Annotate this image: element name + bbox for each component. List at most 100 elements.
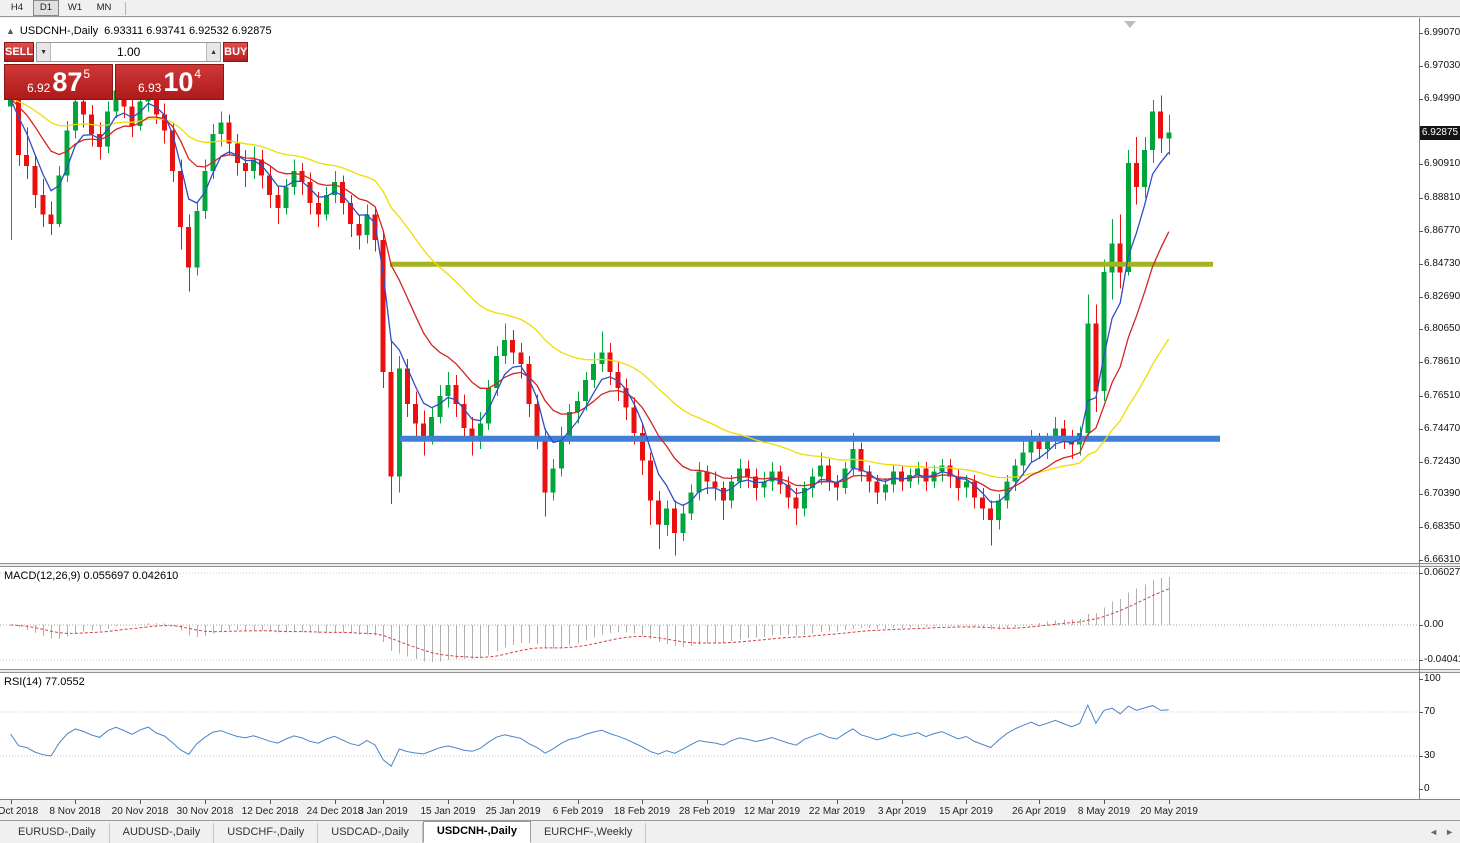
time-axis-tick [383, 800, 384, 804]
price-axis-tick [1419, 396, 1423, 397]
volume-decrease-icon[interactable]: ▼ [37, 43, 52, 61]
timeframe-button-MN[interactable]: MN [96, 2, 112, 13]
volume-input[interactable] [51, 43, 207, 61]
sell-price-big: 87 [52, 67, 83, 97]
price-axis-label: 6.88810 [1424, 192, 1460, 203]
time-axis-label: 8 Nov 2018 [49, 806, 101, 817]
price-axis-label: 6.74470 [1424, 423, 1460, 434]
price-axis-label: 6.84730 [1424, 258, 1460, 269]
price-axis-tick [1419, 297, 1423, 298]
price-axis-tick [1419, 33, 1423, 34]
rsi-axis-tick [1419, 712, 1423, 713]
price-axis-label: 6.66310 [1424, 554, 1460, 563]
buy-price-button[interactable]: 6.93 10 4 [115, 64, 224, 100]
price-axis-label: 6.72430 [1424, 456, 1460, 467]
time-axis-label: 15 Apr 2019 [939, 806, 993, 817]
candlestick-series [8, 76, 1172, 556]
time-axis-tick [11, 800, 12, 804]
tab-scroll-right-icon[interactable]: ► [1445, 827, 1454, 837]
pane-splitter[interactable] [0, 669, 1460, 673]
time-axis-tick [707, 800, 708, 804]
time-axis-label: 20 Nov 2018 [111, 806, 169, 817]
chart-tab-USDCAD[interactable]: USDCAD-,Daily [318, 823, 423, 843]
time-axis-label: 29 Oct 2018 [0, 806, 39, 817]
price-axis-tick [1419, 494, 1423, 495]
time-axis-tick [513, 800, 514, 804]
rsi-line [10, 703, 1169, 767]
chart-tab-AUDUSD[interactable]: AUDUSD-,Daily [110, 823, 215, 843]
time-axis-tick [772, 800, 773, 804]
one-click-collapse-icon[interactable]: ▲ [6, 26, 15, 36]
rsi-axis-label: 100 [1424, 673, 1441, 684]
time-axis-tick [642, 800, 643, 804]
chart-tab-EURCHF[interactable]: EURCHF-,Weekly [531, 823, 647, 843]
price-axis-label: 6.86770 [1424, 225, 1460, 236]
price-axis-tick [1419, 264, 1423, 265]
price-axis-tick [1419, 429, 1423, 430]
chart-title-symbol: USDCNH-,Daily [19, 25, 99, 37]
time-axis-label: 22 Mar 2019 [808, 806, 866, 817]
time-axis-tick [837, 800, 838, 804]
chart-tab-USDCNH[interactable]: USDCNH-,Daily [422, 821, 531, 843]
price-axis-tick [1419, 231, 1423, 232]
macd-histogram [19, 577, 1170, 663]
time-axis-label: 18 Feb 2019 [613, 806, 671, 817]
volume-increase-icon[interactable]: ▲ [206, 43, 221, 61]
sell-price-prefix: 6.92 [26, 81, 51, 95]
time-axis-tick [140, 800, 141, 804]
chart-shift-marker [1124, 21, 1136, 28]
chart-tab-bar: EURUSD-,Daily AUDUSD-,Daily USDCHF-,Daily U… [0, 820, 1460, 843]
price-axis-label: 6.76510 [1424, 390, 1460, 401]
main-price-pane[interactable]: ▲ USDCNH-,Daily 6.93311 6.93741 6.92532 6.… [0, 18, 1460, 563]
time-axis-label: 30 Nov 2018 [176, 806, 234, 817]
time-axis-label: 8 May 2019 [1077, 806, 1131, 817]
time-axis-label: 12 Mar 2019 [743, 806, 801, 817]
chart-title: ▲ USDCNH-,Daily 6.93311 6.93741 6.92532 6.… [6, 25, 272, 37]
time-axis-tick [966, 800, 967, 804]
rsi-axis-tick [1419, 756, 1423, 757]
price-axis-tick [1419, 329, 1423, 330]
rsi-axis-label: 0 [1424, 783, 1430, 794]
tab-scroll-left-icon[interactable]: ◄ [1429, 827, 1439, 837]
macd-signal-line [10, 588, 1169, 658]
price-axis-tick [1419, 462, 1423, 463]
price-axis-tick [1419, 527, 1423, 528]
time-axis-label: 3 Jan 2019 [358, 806, 408, 817]
buy-price-sup: 4 [194, 67, 202, 81]
pane-splitter[interactable] [0, 563, 1460, 567]
timeframe-button-D1[interactable]: D1 [33, 0, 59, 16]
time-axis-tick [205, 800, 206, 804]
macd-label: MACD(12,26,9) 0.055697 0.042610 [4, 570, 179, 582]
buy-price-big: 10 [163, 67, 194, 97]
toolbar-separator [125, 1, 126, 15]
chart-area[interactable]: ▲ USDCNH-,Daily 6.93311 6.93741 6.92532 6.… [0, 18, 1460, 820]
macd-pane[interactable]: MACD(12,26,9) 0.055697 0.042610 0.060274… [0, 567, 1460, 669]
time-axis-label: 12 Dec 2018 [241, 806, 299, 817]
volume-stepper: ▼ ▲ [36, 42, 222, 62]
timeframe-button-W1[interactable]: W1 [67, 2, 83, 13]
time-axis-tick [270, 800, 271, 804]
price-axis-label: 6.94990 [1424, 93, 1460, 104]
macd-axis-label: 0.00 [1424, 619, 1444, 630]
sell-button[interactable]: SELL [4, 42, 35, 62]
price-axis-label: 6.99070 [1424, 27, 1460, 38]
time-axis-tick [1039, 800, 1040, 804]
sell-price-sup: 5 [83, 67, 91, 81]
sell-price-button[interactable]: 6.92 87 5 [4, 64, 113, 100]
timeframe-button-H4[interactable]: H4 [10, 2, 24, 13]
ma-5-line [9, 98, 1170, 507]
price-axis-tick [1419, 164, 1423, 165]
buy-button[interactable]: BUY [223, 42, 249, 62]
time-axis-label: 25 Jan 2019 [485, 806, 541, 817]
macd-axis-label: -0.040412 [1424, 654, 1460, 665]
rsi-pane[interactable]: RSI(14) 77.0552 100 70 30 0 [0, 673, 1460, 799]
time-axis[interactable]: 29 Oct 2018 8 Nov 2018 20 Nov 2018 30 Nov 2… [0, 799, 1460, 820]
chart-tab-EURUSD[interactable]: EURUSD-,Daily [5, 823, 110, 843]
price-axis-label: 6.80650 [1424, 323, 1460, 334]
time-axis-label: 24 Dec 2018 [306, 806, 364, 817]
ma-34-line [10, 97, 1170, 479]
timeframe-toolbar: H4 D1 W1 MN [0, 0, 1460, 17]
macd-axis-tick [1419, 573, 1423, 574]
chart-tab-USDCHF[interactable]: USDCHF-,Daily [214, 823, 319, 843]
ma-13-line [10, 98, 1170, 492]
